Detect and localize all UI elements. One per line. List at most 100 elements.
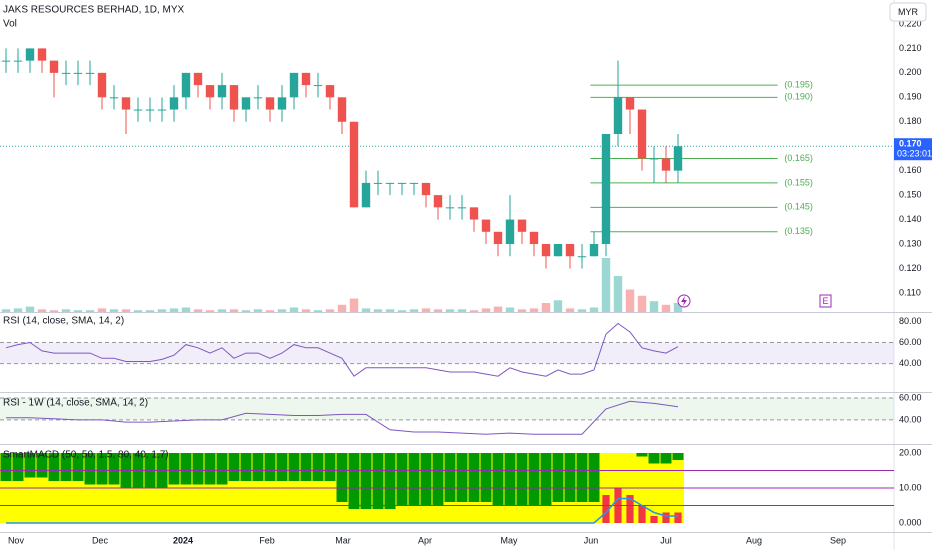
rsi-line [5,322,679,377]
candle-body [673,146,683,171]
dividend-bolt [681,296,687,306]
macd-green [384,453,396,509]
candle-body [265,97,275,110]
volume-bar [601,258,611,312]
macd-green [480,453,492,502]
volume-bar [637,295,647,312]
volume-bar [433,309,443,312]
macd-green [492,453,504,506]
candle-body [481,219,491,232]
macd-green [564,453,576,502]
candle-body [337,97,347,122]
macd-histogram [674,512,682,523]
y-tick-label: 10.00 [899,482,922,492]
candle-body [37,48,47,61]
candle-body [517,219,527,232]
rsi-band [0,342,894,364]
y-tick-label: 80.00 [899,316,922,326]
candle-body [529,231,539,245]
fib-label: (0.195) [784,79,813,89]
volume-bar [409,309,419,312]
volume-bar [577,309,587,312]
candle-body [409,182,419,184]
candle-body [553,244,563,257]
volume-bar [1,309,11,312]
volume-bar [301,309,311,312]
currency[interactable]: MYR [898,7,919,17]
y-tick-label: 60.00 [899,392,922,402]
currency-box[interactable] [889,2,927,22]
volume-bar [85,310,95,312]
volume-bar [229,309,239,312]
y-tick-label: 60.00 [899,337,922,347]
candle-body [205,85,215,98]
volume-bar [265,310,275,312]
fib-label: (0.165) [784,153,813,163]
candle-body [421,182,431,196]
volume-bar [205,310,215,312]
countdown: 03:23:01 [897,149,932,159]
candle-body [493,231,503,245]
y-tick-label: 40.00 [899,414,922,424]
earnings-marker[interactable]: E [822,296,828,306]
macd-green [96,453,108,485]
macd-green [216,453,228,485]
macd-green [660,453,672,464]
macd-green [72,453,84,481]
volume-bar [181,307,191,312]
volume-bar [469,310,479,312]
y-tick-label: 0.120 [899,263,922,273]
candle-body [49,60,59,73]
candle-body [361,182,371,208]
volume-bar [169,308,179,312]
macd-green [276,453,288,481]
candle-body [145,109,155,111]
y-tick-label: 0.110 [899,287,921,297]
candle-body [661,158,671,171]
macd-green [108,453,120,485]
x-tick-label: 2024 [173,535,193,545]
candle-body [397,182,407,184]
candle-body [433,195,443,208]
macd-green [576,453,588,502]
macd-green [396,453,408,506]
macd-green [204,453,216,485]
candle-body [349,121,359,208]
candle-body [85,72,95,74]
volume-bar [145,310,155,312]
candle-body [97,72,107,98]
fib-label: (0.190) [784,92,813,102]
macd-green [312,453,324,481]
volume-bar [661,304,671,312]
macd-green [468,453,480,502]
volume-bar [421,308,431,312]
volume-bar [217,309,227,312]
candle-body [109,97,119,99]
candle-body [313,85,323,87]
macd-green [444,453,456,502]
volume-bar [481,308,491,312]
macd-histogram [638,505,646,523]
candle-body [469,207,479,220]
macd-green [24,453,36,478]
volume-bar [121,309,131,312]
macd-green [552,453,564,502]
volume-bar [109,309,119,312]
candle-body [385,182,395,184]
macd-green [588,453,600,502]
candle-body [13,60,23,62]
y-tick-label: 0.000 [899,517,922,527]
volume-bar [241,310,251,312]
y-tick-label: 0.200 [899,67,922,77]
macd-title: SmartMACD (50, 50, 1.5, 80, 40, 1.7) [3,450,169,461]
macd-green [180,453,192,485]
volume-bar [49,310,59,312]
volume-bar [337,304,347,312]
volume-bar [277,309,287,312]
volume-bar [133,310,143,312]
candle-body [541,244,551,257]
macd-green [336,453,348,502]
earnings-box[interactable] [819,294,832,308]
macd-green [324,453,336,481]
volume-bar [613,276,623,312]
